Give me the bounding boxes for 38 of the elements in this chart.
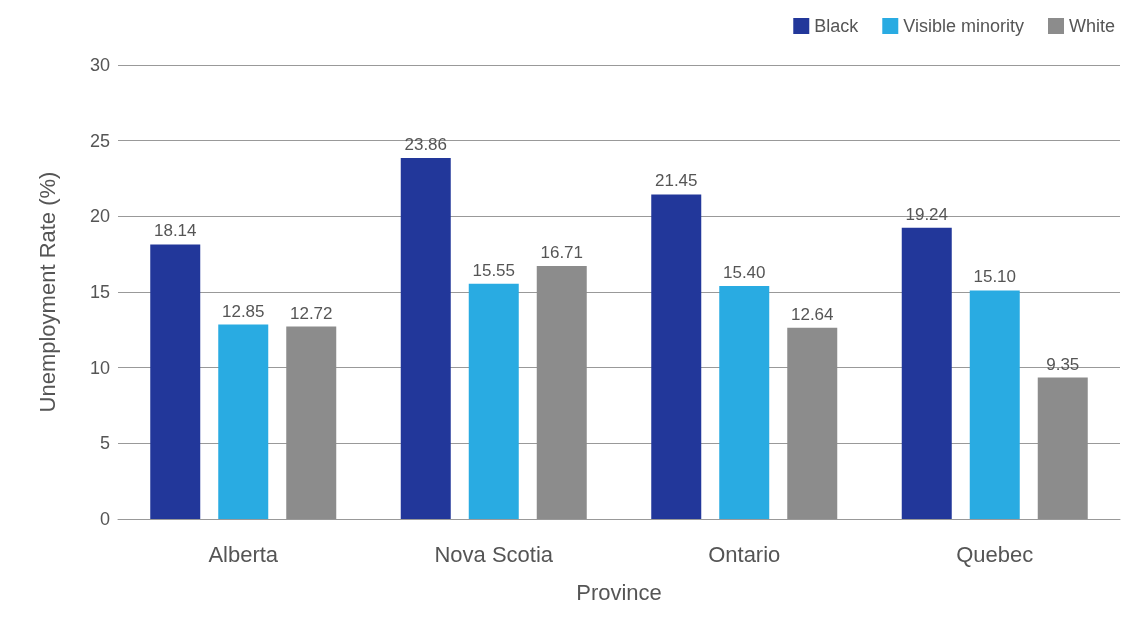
- y-tick-label: 25: [89, 130, 110, 151]
- y-tick-label: 5: [99, 433, 110, 454]
- legend-label: White: [1068, 16, 1115, 36]
- text: 21.45: [654, 171, 698, 191]
- x-tick-label: Nova Scotia: [434, 541, 554, 567]
- bar: [536, 266, 587, 519]
- y-tick-label: 0: [99, 509, 110, 529]
- bar: [1037, 377, 1088, 519]
- bar: [719, 285, 770, 519]
- bar: [468, 283, 519, 519]
- legend-label: Black: [814, 16, 860, 36]
- x-axis-title: Province: [576, 579, 662, 605]
- text: 12.64: [790, 304, 834, 324]
- text: 18.14: [153, 221, 197, 241]
- text: 12.72: [289, 303, 333, 323]
- bar: [969, 290, 1020, 519]
- bar: [218, 324, 269, 519]
- text: 15.10: [973, 267, 1017, 287]
- bar: [901, 227, 952, 519]
- y-tick-label: 15: [89, 282, 110, 302]
- text: 16.71: [540, 243, 584, 263]
- bar: [150, 244, 201, 519]
- text: 12.85: [221, 301, 265, 321]
- text: 15.40: [722, 262, 766, 282]
- x-tick-label: Quebec: [956, 541, 1034, 567]
- y-tick-label: 20: [89, 206, 110, 227]
- y-tick-label: 30: [89, 55, 110, 75]
- bar: [651, 194, 702, 519]
- bar: [286, 326, 337, 519]
- x-tick-label: Ontario: [708, 541, 781, 567]
- bar: [787, 327, 838, 519]
- legend-label: Visible minority: [903, 16, 1024, 36]
- x-tick-label: Alberta: [208, 541, 279, 567]
- y-tick-label: 10: [89, 357, 110, 378]
- y-axis-title: Unemployment Rate (%): [34, 171, 60, 413]
- text: 15.55: [472, 260, 516, 280]
- bar: [400, 157, 451, 519]
- text: 23.86: [404, 134, 448, 154]
